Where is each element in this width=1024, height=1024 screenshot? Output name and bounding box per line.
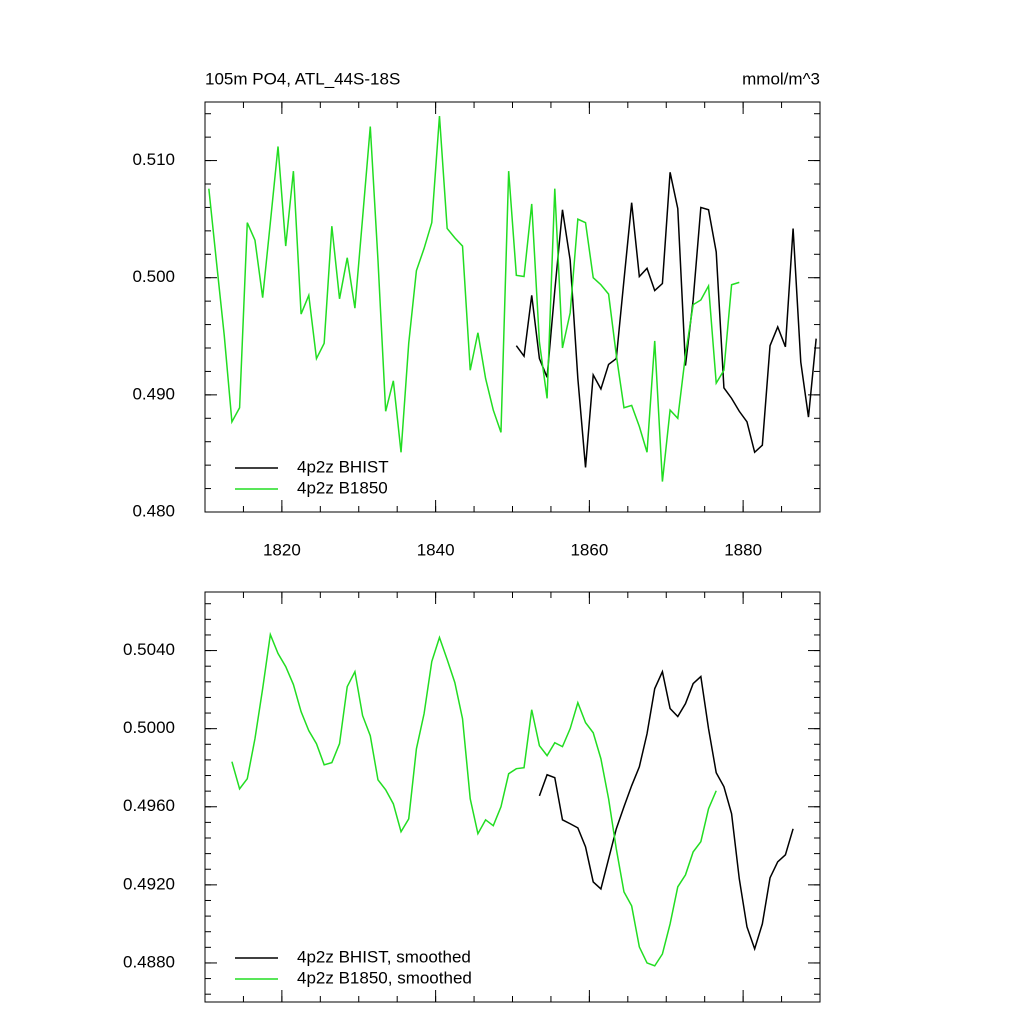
x-tick-label: 1820: [263, 540, 301, 559]
legend-label: 4p2z BHIST, smoothed: [297, 947, 471, 966]
data-line: [515, 172, 817, 468]
data-line: [208, 116, 740, 482]
units-label: mmol/m^3: [742, 69, 820, 88]
data-line: [538, 669, 794, 952]
data-line: [231, 631, 717, 967]
y-tick-label: 0.5040: [123, 640, 175, 659]
plot-frame: [204, 591, 821, 1003]
y-tick-label: 0.5000: [123, 718, 175, 737]
x-tick-label: 1860: [570, 540, 608, 559]
legend-label: 4p2z B1850: [297, 478, 388, 497]
legend-label: 4p2z B1850, smoothed: [297, 968, 472, 987]
y-tick-label: 0.4880: [123, 952, 175, 971]
y-tick-label: 0.4960: [123, 796, 175, 815]
plot-frame: [204, 101, 821, 513]
y-tick-label: 0.4920: [123, 874, 175, 893]
chart-title: 105m PO4, ATL_44S-18S: [205, 69, 400, 88]
y-tick-label: 0.480: [132, 501, 175, 520]
y-tick-label: 0.510: [132, 150, 175, 169]
x-tick-label: 1880: [724, 540, 762, 559]
y-tick-label: 0.500: [132, 267, 175, 286]
legend-label: 4p2z BHIST: [297, 457, 389, 476]
x-tick-label: 1840: [417, 540, 455, 559]
y-tick-label: 0.490: [132, 384, 175, 403]
